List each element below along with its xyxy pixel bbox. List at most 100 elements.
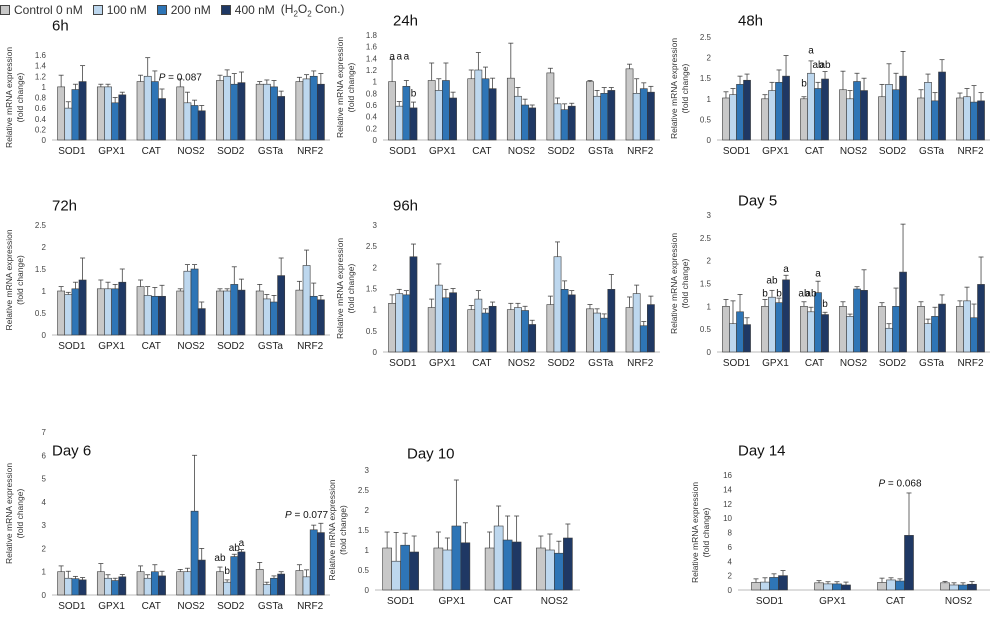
panel-1-bar-cat-s1 xyxy=(143,75,152,141)
panel-2-xtick-nos2: NOS2 xyxy=(508,146,536,157)
panel-5-ylabel: Relative mRNA expression(fold change) xyxy=(335,238,356,339)
panel-9-ytick-4: 8 xyxy=(728,529,733,538)
panel-7-bar-cat-s3 xyxy=(158,575,166,596)
panel-9-bar-gpx1-s1 xyxy=(823,583,833,591)
panel-5-bar-sod1-s1 xyxy=(395,293,404,353)
panel-3-xtick-sod1: SOD1 xyxy=(723,146,751,157)
panel-7-bar-gpx1-s0 xyxy=(96,571,105,596)
panel-5-bar-nrf2-s3 xyxy=(647,304,655,353)
panel-6-ytick-4: 2 xyxy=(707,257,712,266)
panel-3-annotation-0: b xyxy=(801,78,807,89)
panel-4-xtick-gsta: GSTa xyxy=(258,341,283,352)
panel-2-bar-sod2-s0 xyxy=(546,72,555,141)
panel-5-xtick-cat: CAT xyxy=(472,358,491,369)
panel-8-bar-cat-s2 xyxy=(502,539,513,591)
panel-2-ylabel: Relative mRNA expression(fold change) xyxy=(335,37,356,138)
panel-1-xtick-gpx1: GPX1 xyxy=(98,146,125,157)
panel-2-bar-cat-s1 xyxy=(474,69,483,141)
panel-1-bar-gsta-s0 xyxy=(255,83,264,141)
panel-7-bar-gsta-s2 xyxy=(270,577,278,596)
panel-2-annotation-1: a xyxy=(396,52,402,63)
panel-2-bar-nos2-s0 xyxy=(506,77,515,141)
panel-9-bar-gpx1-s3 xyxy=(841,584,851,591)
panel-1-ytick-4: 0.8 xyxy=(35,94,47,103)
panel-9-title: Day 14 xyxy=(738,442,786,459)
panel-4-xtick-cat: CAT xyxy=(142,341,161,352)
panel-5-bar-sod1-s3 xyxy=(409,256,418,353)
panel-8-bar-nos2-s1 xyxy=(545,549,555,591)
panel-1-bar-sod2-s2 xyxy=(230,83,239,141)
panel-4-bar-cat-s1 xyxy=(143,295,152,336)
panel-2-bar-gpx1-s2 xyxy=(442,80,450,141)
panel-5-bar-nos2-s1 xyxy=(514,307,522,353)
panel-9-xtick-nos2: NOS2 xyxy=(945,596,973,607)
panel-9-ytick-1: 2 xyxy=(728,572,733,581)
panel-3-bar-gpx1-s0 xyxy=(761,98,769,141)
panel-6-xtick-nos2: NOS2 xyxy=(840,358,868,369)
legend-swatch-100nm xyxy=(92,5,103,15)
legend: Control 0 nM 100 nM 200 nM 400 nM (H2O2 … xyxy=(0,0,344,20)
panel-4-bar-sod2-s1 xyxy=(223,290,232,336)
panel-1-annotation-0: P = 0.087 xyxy=(159,73,203,84)
panel-6-ytick-0: 0 xyxy=(707,348,712,357)
panel-3-bar-nrf2-s3 xyxy=(977,100,985,141)
panel-5-ytick-3: 1.5 xyxy=(366,285,378,294)
panel-6-bar-cat-s3 xyxy=(821,314,829,353)
panel-6-bar-sod2-s1 xyxy=(885,327,893,353)
panel-1-xtick-gsta: GSTa xyxy=(258,146,283,157)
legend-label-400nm: 400 nM xyxy=(234,3,275,17)
panel-1-bar-nrf2-s3 xyxy=(316,83,325,141)
panel-5-xtick-sod1: SOD1 xyxy=(389,358,417,369)
panel-4-bar-cat-s0 xyxy=(136,286,145,336)
panel-7-bar-sod2-s3 xyxy=(237,551,246,596)
legend-swatch-200nm xyxy=(156,5,167,15)
panel-8-bar-nos2-s0 xyxy=(536,547,546,591)
panel-5-ytick-2: 1 xyxy=(373,306,378,315)
panel-2-xtick-nrf2: NRF2 xyxy=(627,146,654,157)
panel-6-ytick-2: 1 xyxy=(707,302,712,311)
panel-1-bar-nos2-s0 xyxy=(176,86,185,141)
panel-9-bar-cat-s1 xyxy=(886,579,896,591)
panel-2-bar-cat-s0 xyxy=(467,78,476,141)
panel-4-xtick-gpx1: GPX1 xyxy=(98,341,125,352)
panel-8-bar-gpx1-s3 xyxy=(460,542,471,591)
panel-7-bar-cat-s0 xyxy=(136,571,145,596)
panel-1-bar-gpx1-s2 xyxy=(111,102,120,141)
panel-3-bar-gsta-s0 xyxy=(917,97,925,141)
panel-1-ylabel: Relative mRNA expression(fold change) xyxy=(4,47,25,148)
panel-2-bar-sod1-s0 xyxy=(388,81,396,141)
panel-9-bar-gpx1-s0 xyxy=(814,582,824,591)
panel-5-bar-nos2-s2 xyxy=(521,310,529,353)
panel-1-xtick-nos2: NOS2 xyxy=(177,146,205,157)
panel-5-bar-cat-s3 xyxy=(488,305,497,353)
panel-5-xtick-sod2: SOD2 xyxy=(547,358,575,369)
panel-7-xtick-gsta: GSTa xyxy=(258,601,283,612)
panel-3-xtick-nos2: NOS2 xyxy=(840,146,868,157)
panel-9-ytick-0: 0 xyxy=(728,586,733,595)
panel-5-bar-sod2-s1 xyxy=(553,256,562,353)
panel-7-bar-nrf2-s3 xyxy=(316,532,325,596)
panel-5-ytick-0: 0 xyxy=(373,348,378,357)
panel-4-bar-nos2-s1 xyxy=(183,270,192,336)
panel-3-ylabel: Relative mRNA expression(fold change) xyxy=(669,38,690,139)
panel-8-title: Day 10 xyxy=(407,445,455,462)
panel-6-bar-gpx1-s1 xyxy=(768,296,776,353)
panel-5-bar-gpx1-s1 xyxy=(434,284,443,353)
panel-6-xtick-cat: CAT xyxy=(805,358,824,369)
panel-3-xtick-gpx1: GPX1 xyxy=(762,146,789,157)
panel-5-bar-sod2-s2 xyxy=(560,289,569,353)
panel-5-ytick-4: 2 xyxy=(373,263,378,272)
panel-6-ytick-6: 3 xyxy=(707,211,712,220)
panel-6-bar-sod2-s2 xyxy=(892,306,900,353)
panel-5-bar-nrf2-s2 xyxy=(639,325,648,353)
panel-5-title: 96h xyxy=(393,197,418,214)
panel-5-bar-gsta-s1 xyxy=(593,312,601,353)
legend-note-sub1: 2 xyxy=(293,9,298,19)
panel-7-xtick-nrf2: NRF2 xyxy=(297,601,324,612)
panel-6-bar-gpx1-s0 xyxy=(761,306,769,353)
panel-5-ytick-6: 3 xyxy=(373,221,378,230)
panel-4-ytick-3: 1.5 xyxy=(35,265,47,274)
panel-3-annotation-1: a xyxy=(808,45,814,56)
panel-5-bar-nos2-s3 xyxy=(528,324,537,353)
